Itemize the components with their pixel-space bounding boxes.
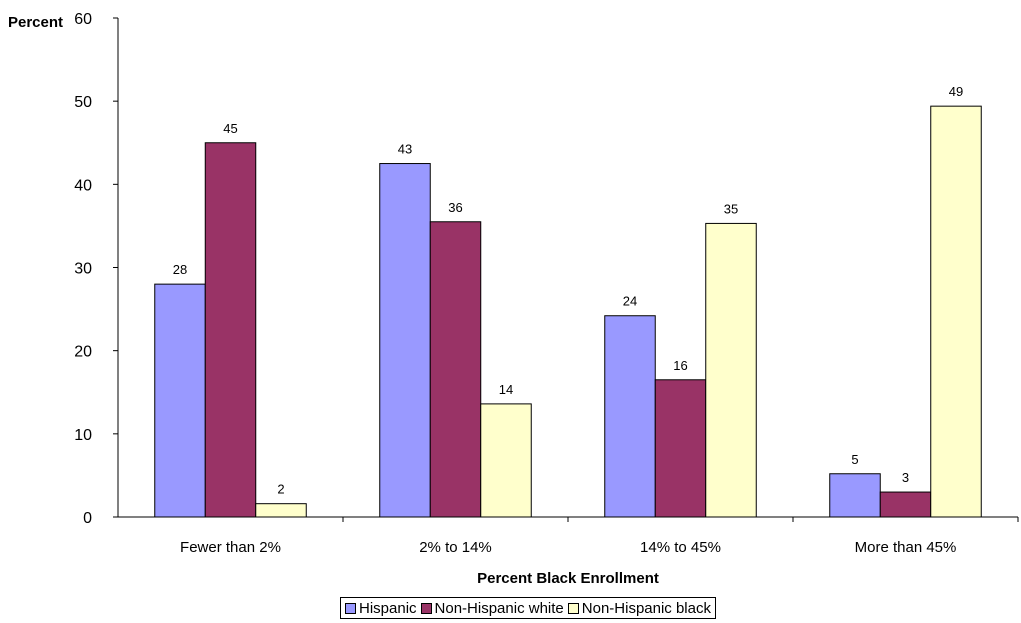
bar [204,142,257,518]
data-label: 16 [673,358,687,373]
bar [879,491,932,518]
bar [654,379,707,518]
data-label: 14 [499,382,513,397]
data-label: 24 [623,294,637,309]
y-tick-label: 10 [74,427,92,444]
bar-chart: Percent 0 10 20 30 40 50 60 28 45 2 43 36 14 24 16 35 5… [8,11,1019,587]
bars-group: 28 45 2 43 36 14 24 16 35 5 3 49 [154,84,982,518]
y-axis-title: Percent [8,14,63,31]
data-label: 43 [398,142,412,157]
bar [429,221,482,518]
data-label: 28 [173,262,187,277]
bar [154,283,206,518]
y-tick-label: 0 [83,510,92,527]
category-labels: Fewer than 2% 2% to 14% 14% to 45% More tha… [180,517,1019,556]
y-tick-label: 30 [74,261,92,278]
y-tick-label: 50 [74,94,92,111]
legend-swatch-hispanic [345,602,356,614]
legend-item-non-hispanic-black: Non-Hispanic black [567,599,711,617]
x-tick-label: 2% to 14% [419,539,492,556]
y-tick-label: 40 [74,177,92,194]
bar [604,315,656,518]
legend-swatch-non-hispanic-black [567,602,579,614]
data-label: 35 [724,201,738,216]
x-tick-label: More than 45% [855,539,957,556]
bar [255,503,307,518]
bar [930,105,982,518]
data-label: 36 [448,200,462,215]
legend-item-non-hispanic-white: Non-Hispanic white [420,599,564,617]
data-label: 2 [277,482,284,497]
bar [829,473,881,518]
x-axis-title: Percent Black Enrollment [477,570,659,587]
data-label: 45 [223,121,237,136]
legend-label-non-hispanic-black: Non-Hispanic black [581,599,711,617]
y-tick-label: 60 [74,11,92,28]
bar [379,163,431,518]
data-label: 49 [949,84,963,99]
legend-swatch-non-hispanic-white [420,602,432,614]
x-tick-label: 14% to 45% [640,539,721,556]
bar [480,403,532,518]
legend-item-hispanic: Hispanic [345,600,417,617]
x-tick-label: Fewer than 2% [180,539,281,556]
data-label: 5 [851,452,858,467]
y-tick-label: 20 [74,344,92,361]
data-label: 3 [902,470,909,485]
bar [705,222,757,518]
legend-label-hispanic: Hispanic [359,599,417,617]
legend: Hispanic Non-Hispanic white Non-Hispanic… [340,597,716,619]
legend-label-non-hispanic-white: Non-Hispanic white [434,599,564,617]
y-axis-ticks: 0 10 20 30 40 50 60 [74,11,118,527]
